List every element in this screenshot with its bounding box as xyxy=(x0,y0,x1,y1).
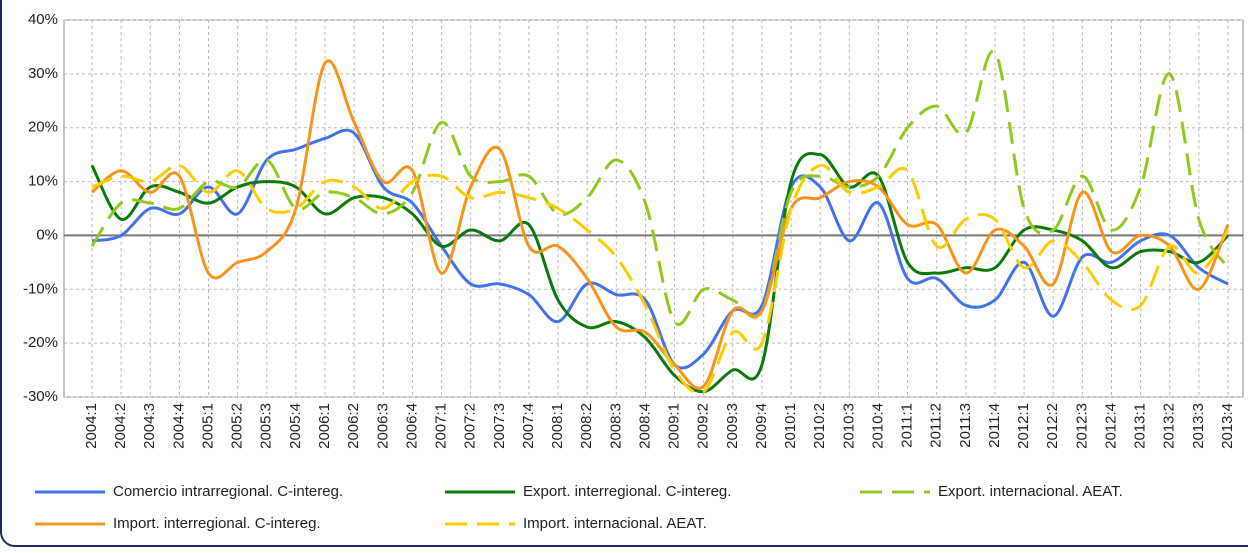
y-tick-label: 10% xyxy=(28,173,58,190)
x-tick-label: 2008:1 xyxy=(549,403,566,449)
x-tick-label: 2007:3 xyxy=(491,403,508,449)
y-tick-label: -30% xyxy=(23,388,58,405)
series-line xyxy=(91,163,1230,395)
x-tick-label: 2006:4 xyxy=(403,403,420,449)
x-tick-label: 2010:3 xyxy=(840,403,857,449)
x-tick-label: 2007:4 xyxy=(520,403,537,449)
legend-label: Export. internacional. AEAT. xyxy=(938,483,1123,500)
x-tick-label: 2009:2 xyxy=(695,403,712,449)
x-tick-label: 2009:4 xyxy=(753,403,770,449)
x-tick-label: 2004:2 xyxy=(112,403,129,449)
x-tick-label: 2005:4 xyxy=(287,403,304,449)
series-line xyxy=(90,49,1230,326)
x-tick-label: 2006:1 xyxy=(316,403,333,449)
x-tick-label: 2006:3 xyxy=(374,403,391,449)
legend-label: Export. interregional. C-intereg. xyxy=(523,483,731,500)
x-tick-label: 2008:4 xyxy=(636,403,653,449)
x-tick-label: 2011:3 xyxy=(957,403,974,448)
x-tick-label: 2004:4 xyxy=(170,403,187,449)
x-tick-label: 2009:3 xyxy=(724,403,741,449)
x-tick-label: 2012:3 xyxy=(1073,403,1090,449)
x-tick-label: 2010:1 xyxy=(782,403,799,449)
x-tick-label: 2013:2 xyxy=(1161,403,1178,449)
y-tick-label: -20% xyxy=(23,334,58,351)
x-tick-label: 2004:1 xyxy=(83,403,100,449)
x-tick-label: 2012:2 xyxy=(1044,403,1061,449)
legend-label: Import. interregional. C-intereg. xyxy=(113,515,321,532)
x-tick-label: 2008:3 xyxy=(607,403,624,449)
x-tick-label: 2013:3 xyxy=(1190,403,1207,449)
x-tick-label: 2005:3 xyxy=(258,403,275,449)
y-tick-label: 20% xyxy=(28,119,58,136)
x-tick-label: 2004:3 xyxy=(141,403,158,449)
x-tick-label: 2010:2 xyxy=(811,403,828,449)
y-tick-label: 40% xyxy=(28,11,58,28)
x-tick-label: 2011:2 xyxy=(928,403,945,448)
y-tick-label: 30% xyxy=(28,65,58,82)
legend-label: Comercio intrarregional. C-intereg. xyxy=(113,483,343,500)
x-tick-label: 2009:1 xyxy=(666,403,683,449)
x-tick-label: 2012:4 xyxy=(1102,403,1119,449)
x-tick-label: 2011:1 xyxy=(899,403,916,448)
x-tick-label: 2012:1 xyxy=(1015,403,1032,449)
x-tick-label: 2006:2 xyxy=(345,403,362,449)
x-tick-label: 2007:1 xyxy=(433,403,450,449)
x-tick-label: 2010:4 xyxy=(869,403,886,449)
plot-area xyxy=(63,19,1244,398)
y-tick-label: 0% xyxy=(36,226,58,243)
x-tick-label: 2005:2 xyxy=(229,403,246,449)
legend-label: Import. internacional. AEAT. xyxy=(523,515,707,532)
x-tick-label: 2007:2 xyxy=(462,403,479,449)
x-tick-label: 2011:4 xyxy=(986,403,1003,448)
series-line xyxy=(91,59,1230,390)
x-tick-label: 2005:1 xyxy=(199,403,216,449)
x-tick-label: 2013:4 xyxy=(1219,403,1236,449)
y-tick-label: -10% xyxy=(23,280,58,297)
x-tick-label: 2013:1 xyxy=(1132,403,1149,449)
x-tick-label: 2008:2 xyxy=(578,403,595,449)
